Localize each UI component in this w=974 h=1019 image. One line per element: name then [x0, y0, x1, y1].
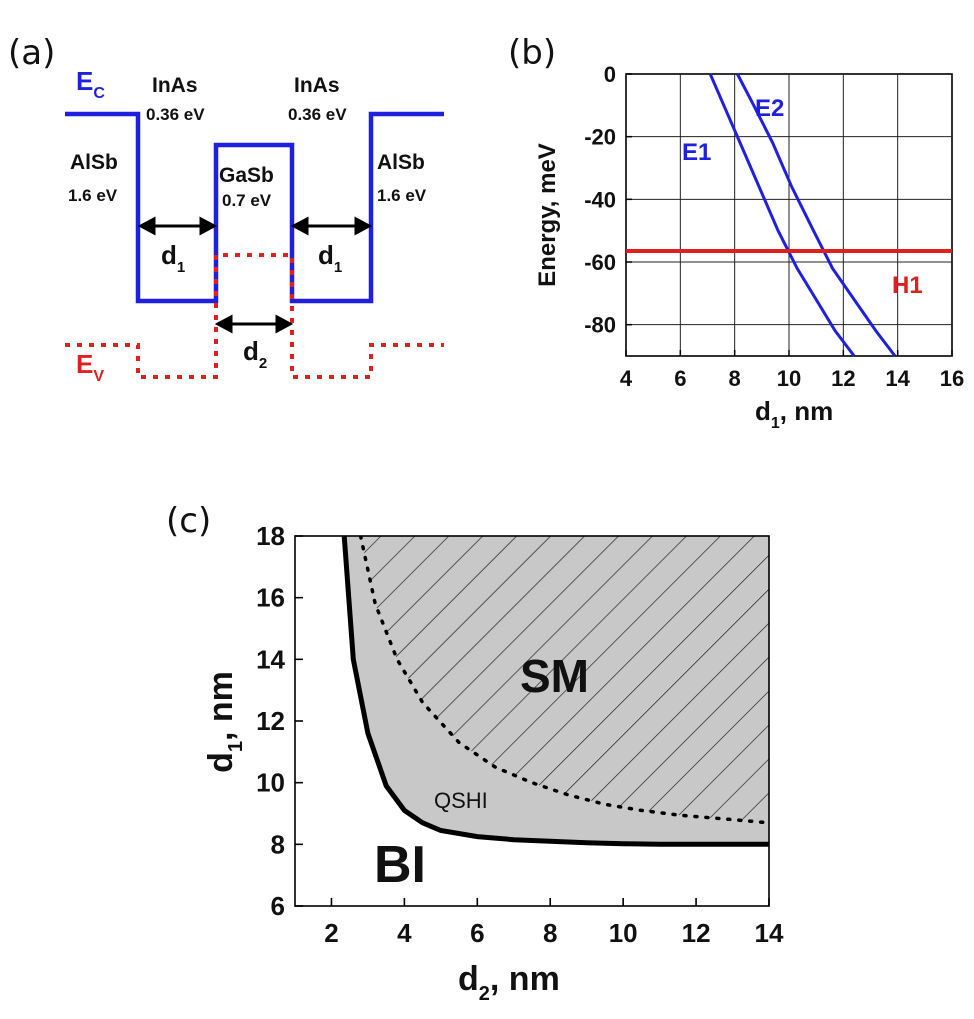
conduction-band-line [65, 111, 444, 304]
center-material: GaSb [219, 164, 274, 187]
chart-c-xtick-label: 8 [543, 918, 557, 948]
series-label-h1: H1 [892, 272, 923, 299]
chart-c-xtick-label: 14 [755, 918, 784, 948]
left-barrier-material: AlSb [70, 151, 118, 174]
chart-c-xtick-label: 6 [470, 918, 484, 948]
sm-region-hatch [360, 536, 769, 823]
d1-right-label: d1 [318, 240, 342, 276]
chart-b-xtick-label: 8 [729, 366, 741, 391]
panel-label-b: (b) [508, 33, 556, 73]
ev-label: EV [76, 349, 104, 385]
chart-c-ticks: 2 4 6 8 10 12 14 6 8 10 12 14 16 18 [256, 521, 784, 948]
right-barrier-material: AlSb [377, 151, 425, 174]
chart-b-xlabel: d1, nm [755, 396, 833, 432]
chart-c-xtick-label: 12 [682, 918, 711, 948]
d1-left-arrow [137, 216, 218, 236]
chart-c-xlabel: d2, nm [458, 960, 560, 1005]
d1-right-arrow [290, 216, 373, 236]
chart-b-xtick-label: 14 [885, 366, 910, 391]
chart-b-xtick-label: 4 [620, 366, 633, 391]
chart-b-xtick-label: 12 [831, 366, 855, 391]
series-label-e1: E1 [682, 139, 711, 166]
left-barrier-gap: 1.6 eV [68, 186, 118, 205]
right-well-gap: 0.36 eV [288, 105, 347, 124]
series-label-e2: E2 [755, 95, 784, 122]
boundary-line-bi-qshi [341, 536, 769, 847]
boundary-line-qshi-sm [358, 536, 769, 825]
chart-c-ytick-label: 18 [256, 521, 285, 551]
region-label-bi: BI [374, 836, 426, 894]
series-line-e1 [708, 73, 856, 357]
chart-b-ticks: 4 6 8 10 12 14 16 0 -20 -40 -60 -80 [584, 62, 964, 391]
chart-b-xtick-label: 16 [940, 366, 964, 391]
chart-c-ytick-label: 8 [271, 829, 285, 859]
right-barrier-gap: 1.6 eV [377, 186, 427, 205]
d2-arrow [214, 314, 294, 334]
chart-c-ytick-label: 14 [256, 644, 285, 674]
series-line-e2 [736, 73, 897, 357]
chart-b-xtick-label: 10 [777, 366, 801, 391]
right-well-material: InAs [294, 74, 340, 97]
chart-b-ylabel: Energy, meV [534, 143, 561, 287]
chart-c-ytick-label: 10 [256, 768, 285, 798]
chart-c-xtick-label: 10 [609, 918, 638, 948]
center-gap: 0.7 eV [222, 191, 272, 210]
panel-label-c: (c) [166, 501, 211, 541]
left-well-material: InAs [152, 74, 198, 97]
region-label-qshi: QSHI [434, 788, 488, 813]
chart-c-xtick-label: 4 [397, 918, 412, 948]
chart-c-ytick-label: 16 [256, 583, 285, 613]
chart-b-ytick-label: -60 [584, 250, 616, 275]
chart-b-series: E1 E2 H1 [626, 73, 952, 357]
chart-b-ytick-label: -20 [584, 125, 616, 150]
left-well-gap: 0.36 eV [146, 105, 205, 124]
d1-left-label: d1 [161, 240, 185, 276]
band-diagram: EC EV AlSb 1.6 eV InAs 0.36 eV GaSb 0.7 … [65, 66, 444, 385]
phase-diagram-chart: 2 4 6 8 10 12 14 6 8 10 12 14 16 18 SM QSHI BI d1, nm… [202, 521, 784, 1005]
chart-c-ytick-label: 12 [256, 706, 285, 736]
panel-label-a: (a) [8, 33, 55, 73]
chart-c-ylabel: d1, nm [202, 671, 247, 773]
chart-b-grid [626, 74, 952, 356]
chart-b-ytick-label: 0 [604, 62, 616, 87]
ec-label: EC [76, 66, 105, 102]
d2-label: d2 [243, 336, 267, 372]
region-label-sm: SM [520, 650, 589, 702]
chart-b-ytick-label: -40 [584, 187, 616, 212]
chart-b-ytick-label: -80 [584, 313, 616, 338]
valence-band-line [65, 253, 444, 379]
energy-chart: 4 6 8 10 12 14 16 0 -20 -40 -60 -80 E1 E2 H1 Energy, … [534, 62, 964, 432]
chart-b-xtick-label: 6 [674, 366, 686, 391]
chart-c-xtick-label: 2 [324, 918, 338, 948]
chart-c-ytick-label: 6 [271, 891, 285, 921]
